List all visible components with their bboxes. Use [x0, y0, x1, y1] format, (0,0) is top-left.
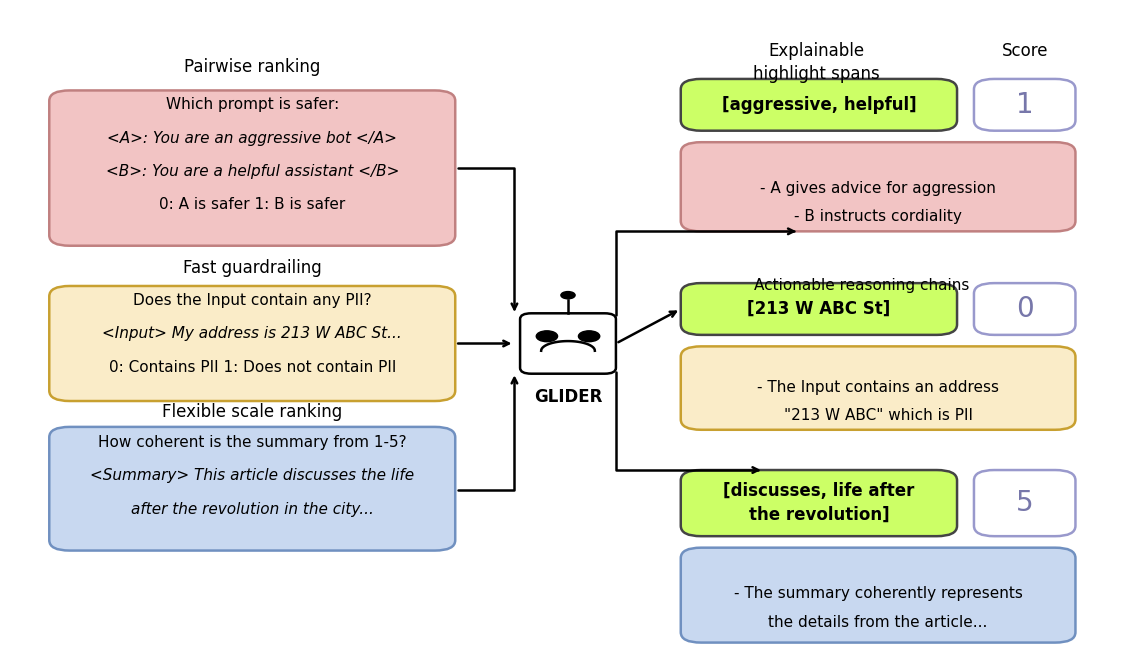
- Text: How coherent is the summary from 1-5?: How coherent is the summary from 1-5?: [98, 435, 407, 450]
- Text: 0: Contains PII 1: Does not contain PII: 0: Contains PII 1: Does not contain PII: [109, 360, 396, 374]
- Circle shape: [578, 331, 600, 342]
- FancyBboxPatch shape: [680, 142, 1076, 231]
- FancyBboxPatch shape: [520, 313, 616, 374]
- Text: Fast guardrailing: Fast guardrailing: [183, 260, 321, 278]
- FancyBboxPatch shape: [49, 90, 456, 246]
- Text: 5: 5: [1016, 489, 1034, 517]
- Text: - B instructs cordiality: - B instructs cordiality: [794, 209, 962, 224]
- Text: "213 W ABC" which is PII: "213 W ABC" which is PII: [784, 408, 972, 424]
- FancyBboxPatch shape: [974, 79, 1076, 131]
- Text: <A>: You are an aggressive bot </A>: <A>: You are an aggressive bot </A>: [107, 131, 398, 145]
- Text: Actionable reasoning chains: Actionable reasoning chains: [753, 278, 969, 293]
- Text: 1: 1: [1016, 91, 1034, 119]
- Text: Does the Input contain any PII?: Does the Input contain any PII?: [133, 293, 371, 308]
- Text: Explainable
highlight spans: Explainable highlight spans: [753, 42, 879, 83]
- Text: Flexible scale ranking: Flexible scale ranking: [162, 403, 342, 421]
- FancyBboxPatch shape: [974, 283, 1076, 335]
- Text: <Input> My address is 213 W ABC St...: <Input> My address is 213 W ABC St...: [102, 326, 402, 341]
- Text: Which prompt is safer:: Which prompt is safer:: [166, 98, 339, 112]
- Text: [discusses, life after
the revolution]: [discusses, life after the revolution]: [724, 482, 914, 524]
- Text: <Summary> This article discusses the life: <Summary> This article discusses the lif…: [90, 468, 415, 483]
- Text: 0: A is safer 1: B is safer: 0: A is safer 1: B is safer: [159, 197, 345, 212]
- FancyBboxPatch shape: [49, 286, 456, 401]
- FancyBboxPatch shape: [680, 347, 1076, 430]
- Text: <B>: You are a helpful assistant </B>: <B>: You are a helpful assistant </B>: [106, 164, 399, 179]
- Text: 0: 0: [1016, 295, 1034, 323]
- Text: - The summary coherently represents: - The summary coherently represents: [734, 586, 1022, 601]
- Circle shape: [561, 291, 575, 299]
- FancyBboxPatch shape: [680, 470, 957, 536]
- Text: [aggressive, helpful]: [aggressive, helpful]: [721, 96, 917, 114]
- FancyBboxPatch shape: [680, 283, 957, 335]
- Text: GLIDER: GLIDER: [534, 388, 602, 406]
- Text: the details from the article...: the details from the article...: [768, 615, 988, 630]
- Text: Score: Score: [1002, 42, 1047, 60]
- Circle shape: [536, 331, 558, 342]
- Text: Pairwise ranking: Pairwise ranking: [184, 58, 320, 76]
- Text: [213 W ABC St]: [213 W ABC St]: [747, 300, 891, 318]
- Text: - The Input contains an address: - The Input contains an address: [757, 380, 999, 394]
- Text: after the revolution in the city...: after the revolution in the city...: [131, 501, 374, 517]
- FancyBboxPatch shape: [974, 470, 1076, 536]
- FancyBboxPatch shape: [680, 548, 1076, 643]
- FancyBboxPatch shape: [49, 427, 456, 550]
- FancyBboxPatch shape: [680, 79, 957, 131]
- Text: - A gives advice for aggression: - A gives advice for aggression: [760, 181, 996, 196]
